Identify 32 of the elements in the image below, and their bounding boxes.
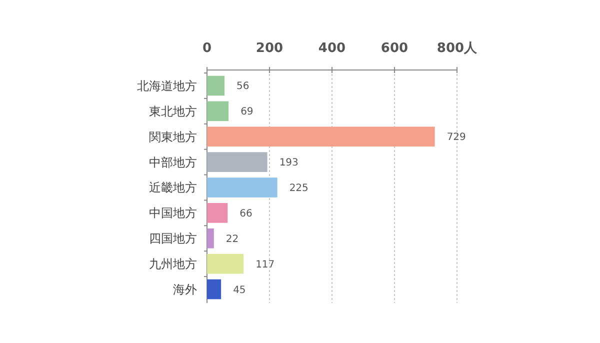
data-label: 117: [256, 259, 275, 270]
y-tick-label: 中部地方: [149, 155, 197, 170]
bar: [207, 279, 222, 300]
y-tick-label: 九州地方: [149, 257, 197, 272]
bar: [207, 228, 214, 248]
bar: [207, 178, 278, 198]
bar: [207, 203, 228, 223]
x-tick-label: 600: [380, 41, 408, 56]
y-tick-label: 海外: [173, 282, 197, 296]
data-label: 66: [240, 208, 252, 220]
y-tick-label: 中国地方: [149, 206, 197, 220]
y-tick-label: 東北地方: [149, 104, 197, 118]
data-label: 56: [236, 81, 250, 92]
y-tick-label: 関東地方: [149, 130, 197, 144]
y-tick-label: 北海道地方: [137, 78, 197, 93]
bar: [207, 152, 268, 172]
x-tick-label: 0: [202, 41, 212, 56]
y-tick-label: 四国地方: [149, 232, 197, 246]
data-label: 193: [279, 158, 298, 169]
data-label: 69: [240, 106, 254, 118]
bar: [207, 254, 244, 274]
x-tick-label: 800人: [436, 41, 478, 56]
data-label: 45: [233, 284, 246, 296]
bar: [207, 76, 224, 96]
data-label: 225: [289, 183, 308, 194]
bar: [207, 101, 229, 122]
data-label: 729: [446, 132, 466, 144]
x-tick-label: 200: [256, 41, 284, 56]
bar: [207, 126, 435, 147]
x-tick-label: 400: [318, 41, 346, 56]
data-label: 22: [226, 234, 239, 245]
y-tick-label: 近畿地方: [149, 180, 197, 195]
